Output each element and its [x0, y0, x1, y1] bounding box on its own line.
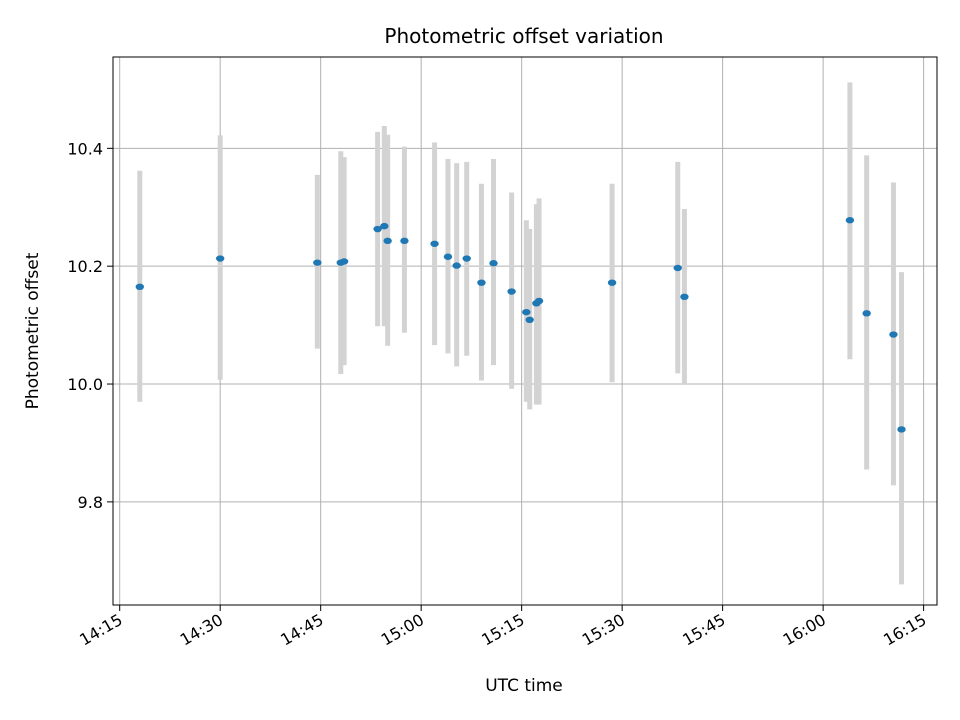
data-point: [507, 288, 516, 295]
y-axis-ticks: 9.8 10.0 10.2 10.4: [67, 139, 113, 512]
data-point: [522, 308, 531, 316]
data-point: [525, 316, 534, 324]
plot-area-frame: [112, 56, 938, 606]
data-point: [339, 258, 349, 265]
data-point: [443, 253, 453, 260]
data-point: [845, 217, 855, 224]
data-point: [380, 222, 389, 230]
y-tick-label: 10.2: [67, 257, 103, 276]
x-axis-label: UTC time: [485, 676, 563, 696]
y-axis-label: Photometric offset: [23, 252, 43, 409]
data-points: [135, 217, 906, 433]
data-point: [534, 297, 544, 305]
data-point: [430, 240, 439, 247]
data-point: [889, 331, 898, 338]
data-point: [673, 264, 682, 272]
chart-title: Photometric offset variation: [384, 24, 663, 48]
y-tick-label: 9.8: [78, 493, 103, 512]
data-point: [489, 260, 498, 267]
data-point: [313, 259, 322, 266]
data-point: [680, 293, 689, 301]
data-point: [383, 237, 392, 245]
y-tick-label: 10.4: [67, 139, 103, 158]
data-point: [135, 283, 144, 291]
data-point: [607, 279, 617, 286]
data-point: [452, 262, 461, 269]
data-point: [462, 255, 471, 262]
y-tick-label: 10.0: [67, 375, 103, 394]
data-point: [373, 225, 382, 233]
data-point: [215, 255, 225, 262]
data-point: [897, 426, 906, 433]
data-point: [862, 310, 871, 317]
data-point: [400, 237, 409, 245]
data-point: [477, 279, 486, 286]
